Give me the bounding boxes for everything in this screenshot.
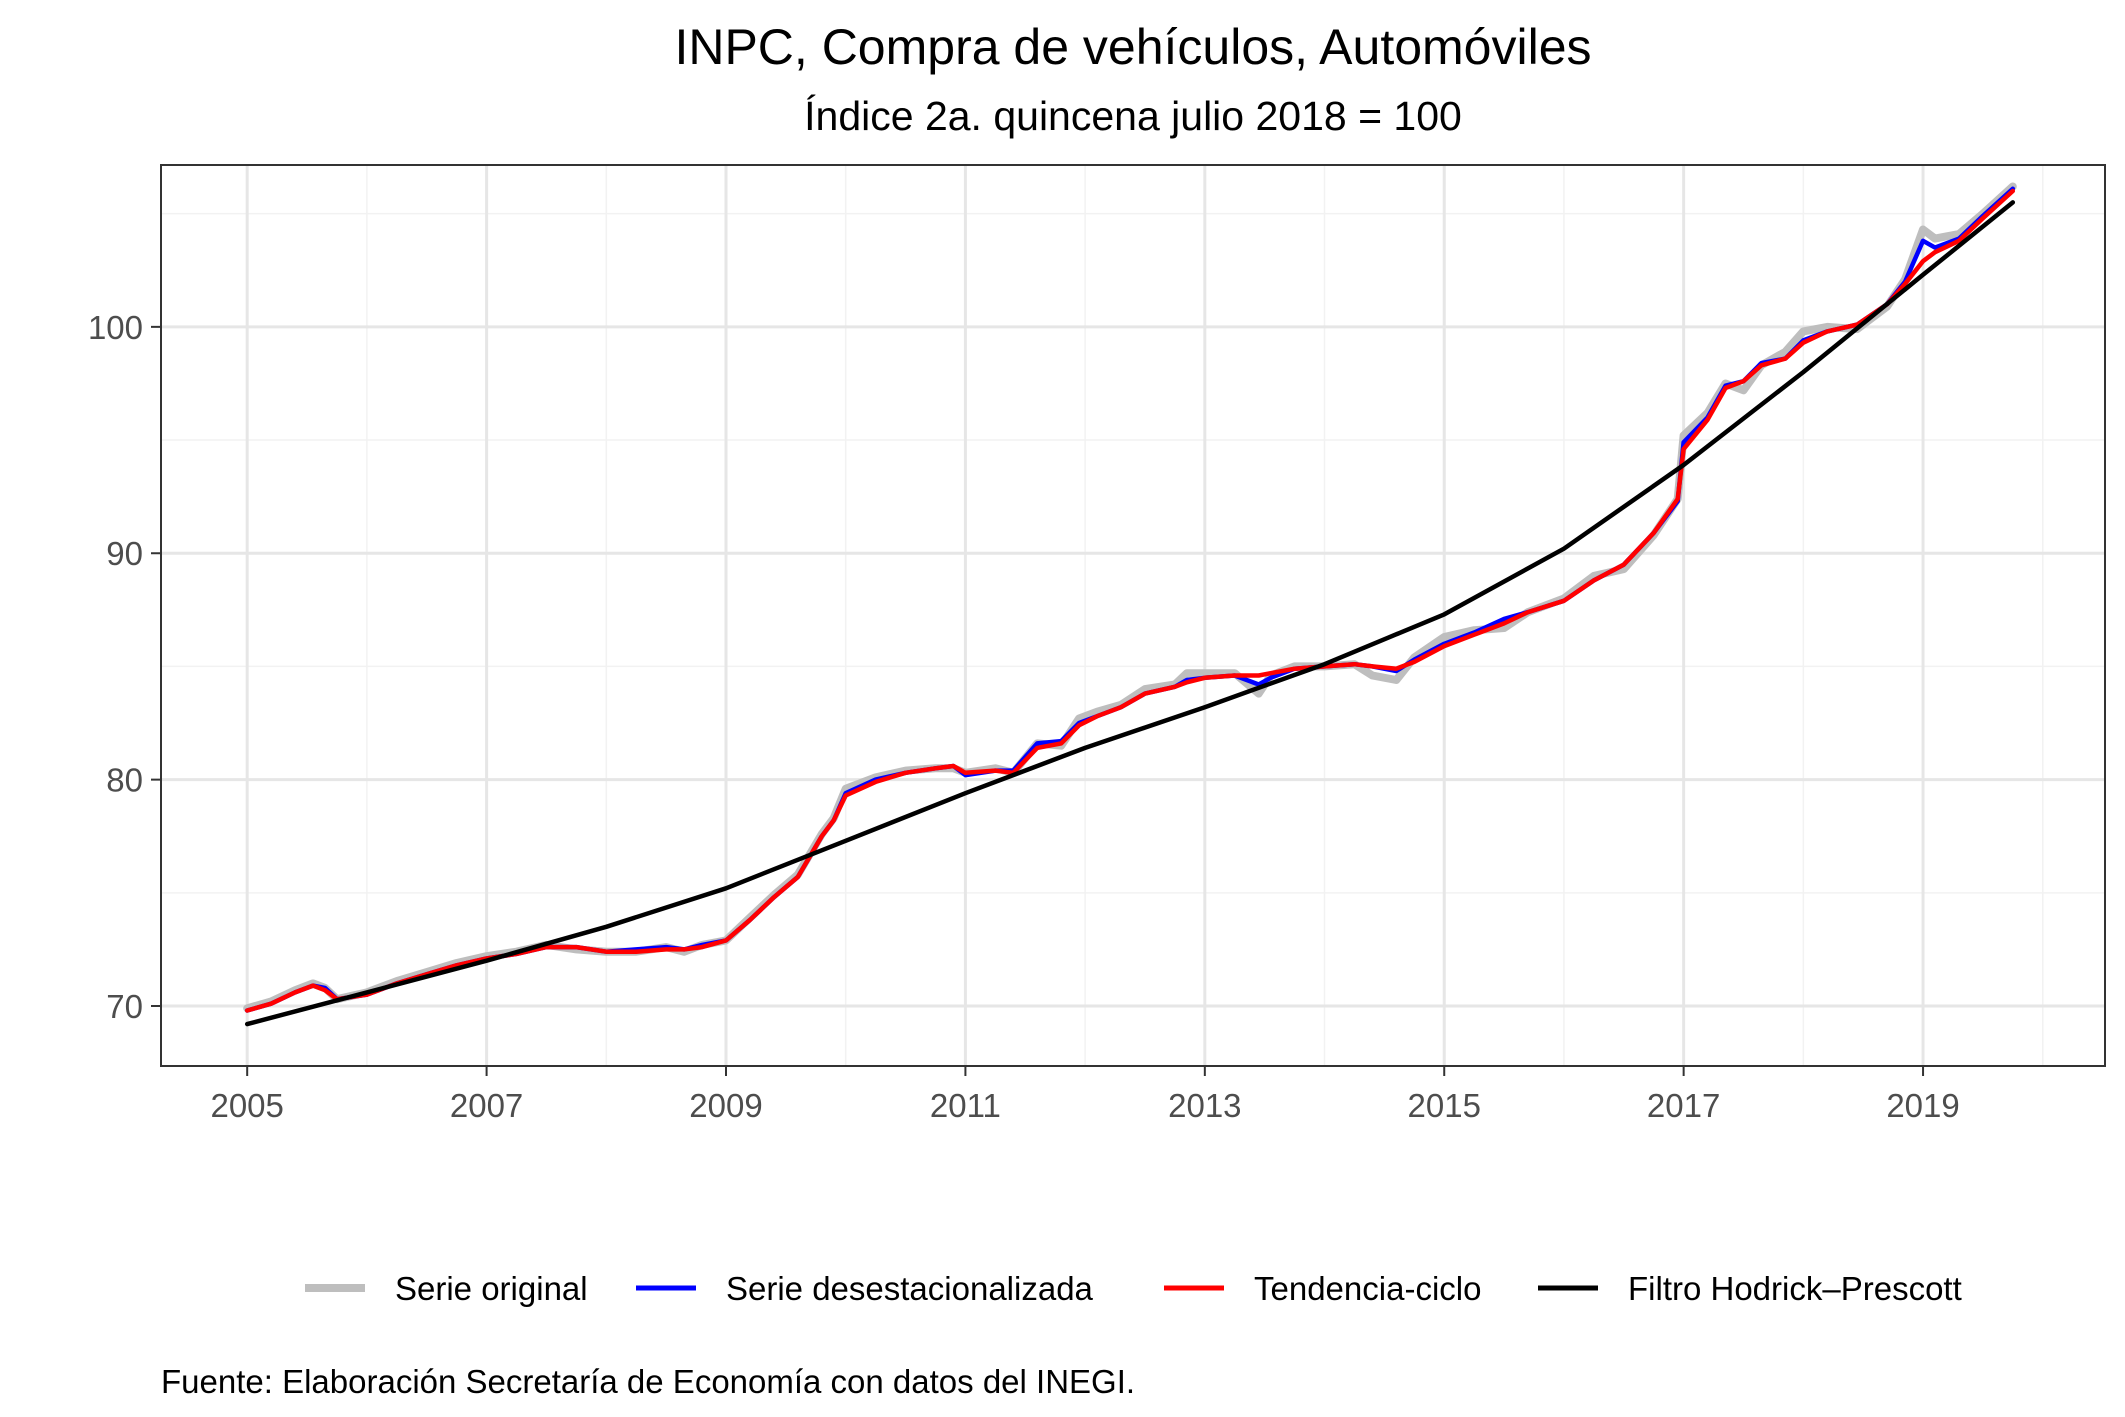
grid-minor — [161, 165, 2105, 1066]
legend-label: Tendencia-ciclo — [1254, 1270, 1481, 1307]
x-tick-label: 2015 — [1408, 1087, 1481, 1124]
legend-label: Serie original — [395, 1270, 588, 1307]
x-tick-label: 2017 — [1647, 1087, 1720, 1124]
x-tick-label: 2019 — [1886, 1087, 1959, 1124]
y-tick-label: 80 — [106, 762, 143, 799]
caption: Fuente: Elaboración Secretaría de Econom… — [161, 1363, 1135, 1400]
x-tick-label: 2013 — [1168, 1087, 1241, 1124]
x-tick-label: 2005 — [210, 1087, 283, 1124]
chart-title: INPC, Compra de vehículos, Automóviles — [674, 19, 1591, 75]
chart-subtitle: Índice 2a. quincena julio 2018 = 100 — [804, 93, 1462, 139]
legend-label: Filtro Hodrick–Prescott — [1628, 1270, 1962, 1307]
x-tick-label: 2009 — [689, 1087, 762, 1124]
tendencia-ciclo-line — [244, 188, 2016, 1013]
x-tick-label: 2007 — [450, 1087, 523, 1124]
x-tick-label: 2011 — [930, 1087, 1001, 1124]
hodrick-prescott-line — [244, 200, 2016, 1027]
legend-label: Serie desestacionalizada — [726, 1270, 1094, 1307]
y-axis: 70 80 90 100 — [88, 309, 161, 1025]
series-layer — [243, 182, 2017, 1027]
x-axis: 2005 2007 2009 2011 2013 2015 2017 2019 — [210, 1066, 1960, 1124]
legend: Serie original Serie desestacionalizada Te… — [305, 1270, 1962, 1307]
panel-border — [160, 164, 2106, 1067]
y-tick-label: 90 — [106, 535, 143, 572]
y-tick-label: 70 — [106, 988, 143, 1025]
y-tick-label: 100 — [88, 309, 143, 346]
